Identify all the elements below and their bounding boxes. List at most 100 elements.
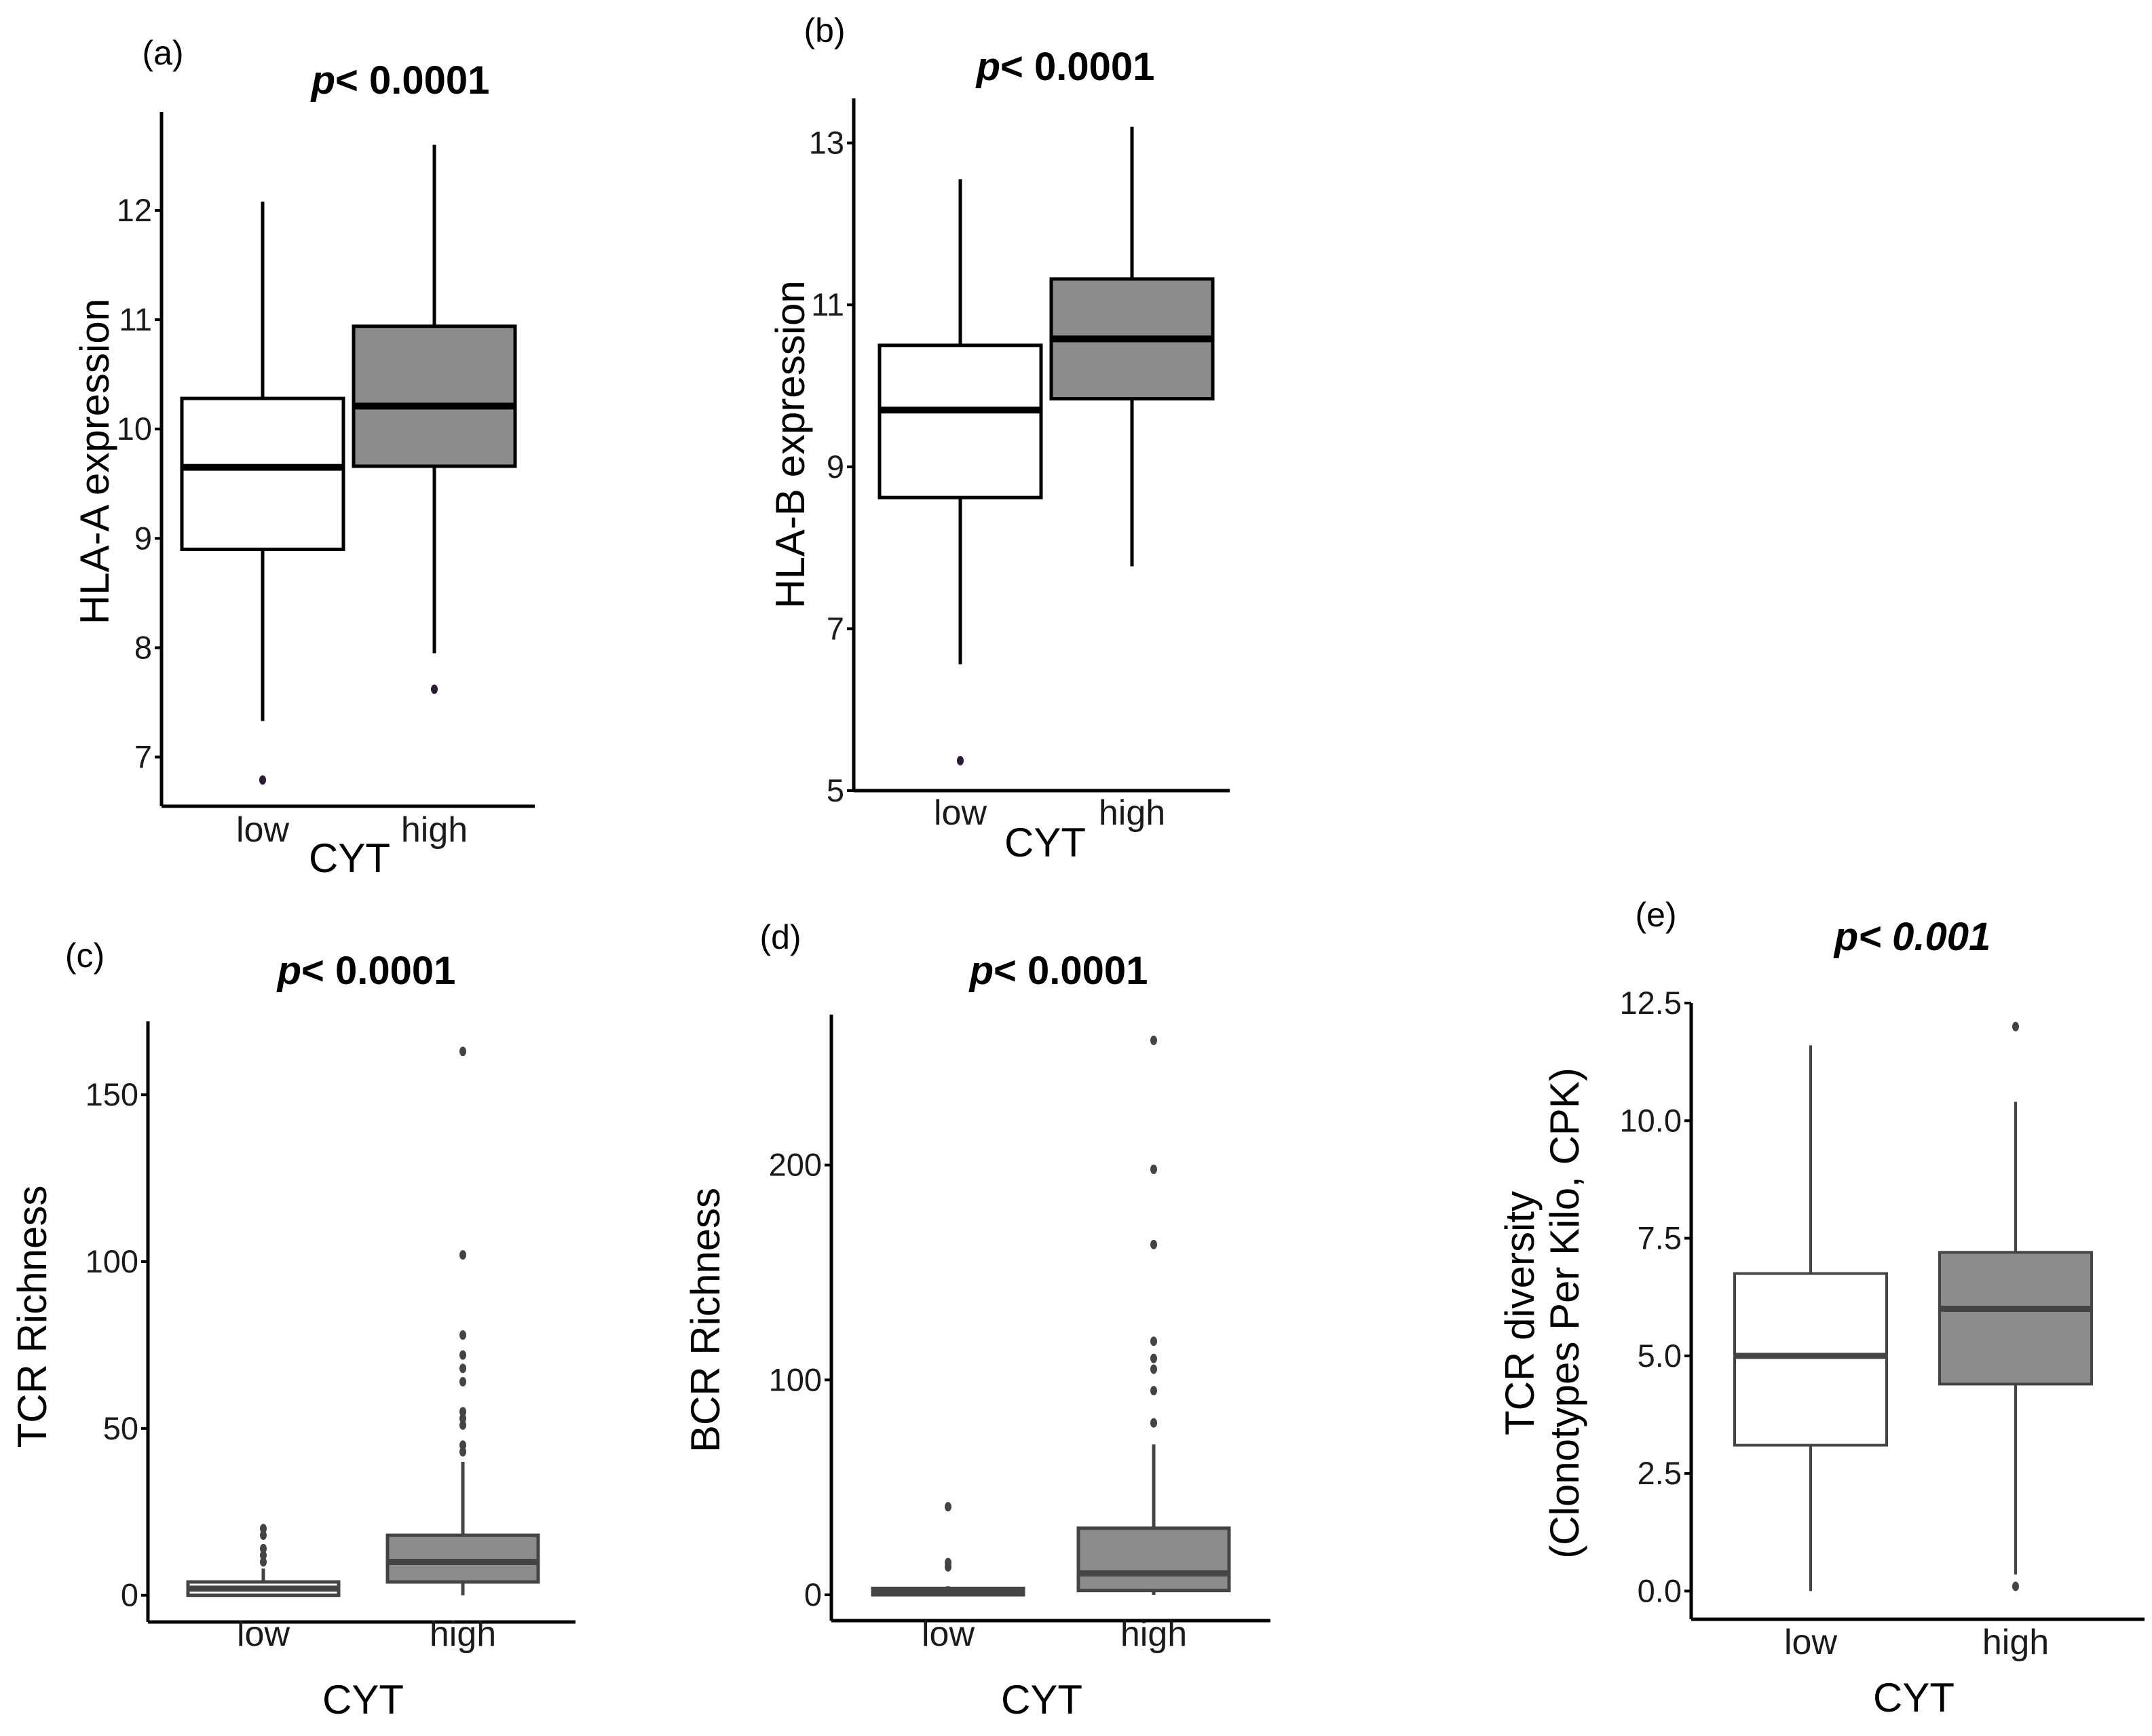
y-axis-title-line: TCR diversity bbox=[1497, 1191, 1543, 1435]
panel-e: (e) p< 0.001 0.0 2.5 5.0 7.5 10.0 12.5 low high CY… bbox=[1497, 896, 2145, 1720]
panel-label: (e) bbox=[1635, 896, 1676, 934]
y-axis-title: HLA-A expression bbox=[72, 299, 117, 624]
y-tick-label: 11 bbox=[811, 286, 844, 322]
outlier-point bbox=[1150, 1336, 1157, 1346]
outlier-point bbox=[1150, 1036, 1157, 1045]
y-tick-label: 0 bbox=[121, 1577, 138, 1613]
outlier-point bbox=[459, 1330, 466, 1340]
p-value-text: < 0.001 bbox=[1858, 915, 1990, 959]
panel-label: (b) bbox=[804, 12, 845, 50]
y-tick-label: 100 bbox=[769, 1361, 822, 1397]
x-category-label: low bbox=[922, 1615, 975, 1654]
x-category-label: high bbox=[401, 810, 468, 850]
x-category-label: low bbox=[236, 810, 289, 850]
box-high bbox=[352, 145, 517, 694]
y-axis-title: TCR Richness bbox=[10, 1186, 55, 1448]
panel-a: (a) p< 0.0001 7 8 9 10 11 12 low high CYT HLA-A exp… bbox=[72, 34, 535, 881]
x-category-label: low bbox=[1784, 1623, 1837, 1662]
y-tick-label: 7 bbox=[134, 739, 152, 775]
p-value-symbol: p bbox=[1833, 915, 1858, 959]
outlier-point bbox=[459, 1447, 466, 1457]
outlier-point bbox=[1150, 1418, 1157, 1428]
outlier-point bbox=[260, 1557, 267, 1567]
outlier-point bbox=[2012, 1581, 2019, 1591]
outlier-point bbox=[260, 1550, 267, 1560]
box-high bbox=[1049, 126, 1215, 567]
panel-c: (c) p< 0.0001 0 50 100 150 low high CYT TCR Richn… bbox=[10, 937, 575, 1722]
panel-label: (d) bbox=[759, 918, 801, 956]
y-tick-label: 0 bbox=[804, 1577, 822, 1612]
y-tick-label: 13 bbox=[809, 125, 844, 161]
box-low bbox=[1733, 1045, 1888, 1591]
y-tick-label: 8 bbox=[134, 629, 152, 665]
x-category-label: high bbox=[430, 1615, 496, 1654]
y-tick-label: 200 bbox=[769, 1147, 822, 1183]
p-value-symbol: p bbox=[276, 949, 301, 993]
box-low bbox=[871, 1502, 1025, 1597]
p-value-symbol: p bbox=[310, 58, 335, 102]
x-category-label: low bbox=[934, 793, 987, 833]
panel-label: (a) bbox=[142, 34, 183, 72]
p-value-text: < 0.0001 bbox=[301, 949, 455, 993]
x-axis-title: CYT bbox=[1004, 820, 1086, 865]
p-value-annotation: p< 0.0001 bbox=[310, 58, 490, 102]
y-tick-label: 100 bbox=[86, 1243, 138, 1279]
y-tick-label: 11 bbox=[119, 301, 152, 337]
y-tick-label: 12 bbox=[117, 192, 152, 228]
y-tick-label: 9 bbox=[134, 520, 152, 556]
p-value-annotation: p< 0.0001 bbox=[968, 949, 1148, 993]
box-high bbox=[385, 1046, 540, 1596]
y-axis-title: TCR diversity(Clonotypes Per Kilo, CPK) bbox=[1497, 1068, 1587, 1559]
box-low bbox=[877, 179, 1043, 766]
outlier-point bbox=[945, 1502, 951, 1512]
outlier-point bbox=[260, 1524, 267, 1534]
x-category-label: high bbox=[1120, 1615, 1187, 1654]
box-high bbox=[1938, 1021, 2093, 1591]
p-value-text: < 0.0001 bbox=[335, 58, 489, 102]
outlier-point bbox=[459, 1407, 466, 1417]
p-value-text: < 0.0001 bbox=[994, 949, 1148, 993]
box-iqr bbox=[1076, 1526, 1231, 1593]
outlier-point bbox=[431, 684, 438, 694]
p-value-symbol: p bbox=[975, 45, 1000, 89]
y-tick-label: 10.0 bbox=[1620, 1102, 1682, 1138]
outlier-point bbox=[459, 1350, 466, 1360]
outlier-point bbox=[459, 1363, 466, 1374]
p-value-annotation: p< 0.0001 bbox=[276, 949, 456, 993]
box-iqr bbox=[180, 396, 345, 551]
y-tick-label: 2.5 bbox=[1638, 1455, 1682, 1491]
x-category-label: low bbox=[237, 1615, 290, 1654]
x-category-label: high bbox=[1099, 793, 1165, 833]
y-tick-label: 5.0 bbox=[1638, 1338, 1682, 1374]
p-value-annotation: p< 0.0001 bbox=[975, 45, 1155, 89]
y-tick-label: 0.0 bbox=[1638, 1572, 1682, 1608]
y-tick-label: 10 bbox=[117, 411, 152, 447]
outlier-point bbox=[1150, 1165, 1157, 1174]
outlier-point bbox=[1150, 1364, 1157, 1374]
box-low bbox=[180, 202, 345, 785]
box-iqr bbox=[385, 1533, 540, 1584]
x-axis-title: CYT bbox=[1001, 1677, 1082, 1722]
y-axis-title: HLA-B expression bbox=[768, 280, 813, 609]
outlier-point bbox=[2012, 1021, 2019, 1032]
outlier-point bbox=[957, 755, 964, 766]
panel-label: (c) bbox=[65, 937, 105, 975]
p-value-text: < 0.0001 bbox=[1000, 45, 1154, 89]
outlier-point bbox=[459, 1414, 466, 1424]
outlier-point bbox=[945, 1558, 951, 1568]
x-category-label: high bbox=[1982, 1623, 2049, 1662]
box-iqr bbox=[352, 324, 517, 468]
outlier-point bbox=[459, 1046, 466, 1057]
box-iqr bbox=[877, 343, 1043, 499]
p-value-annotation: p< 0.001 bbox=[1833, 915, 1991, 959]
y-tick-label: 7 bbox=[827, 610, 844, 646]
outlier-point bbox=[1150, 1386, 1157, 1396]
outlier-point bbox=[260, 1530, 267, 1541]
outlier-point bbox=[1150, 1239, 1157, 1249]
y-tick-label: 50 bbox=[103, 1410, 138, 1446]
outlier-point bbox=[459, 1250, 466, 1260]
box-iqr bbox=[1938, 1251, 2093, 1386]
p-value-symbol: p bbox=[968, 949, 994, 993]
x-axis-title: CYT bbox=[1873, 1675, 1955, 1720]
y-tick-label: 150 bbox=[86, 1076, 138, 1112]
